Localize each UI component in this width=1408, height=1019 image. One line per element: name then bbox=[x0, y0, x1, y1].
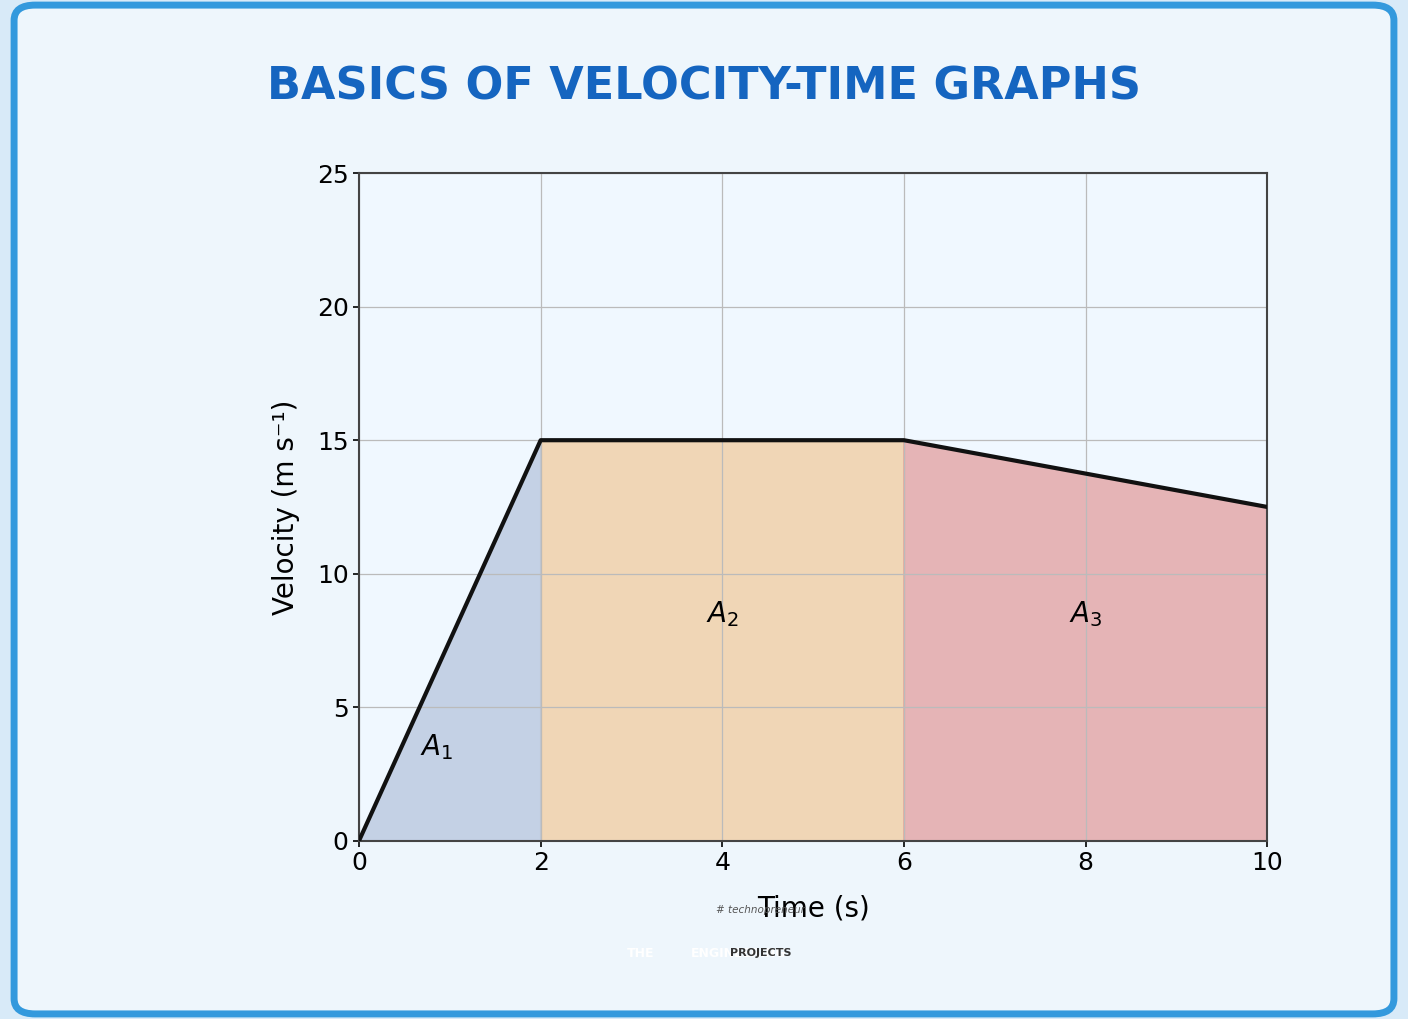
Text: BASICS OF VELOCITY-TIME GRAPHS: BASICS OF VELOCITY-TIME GRAPHS bbox=[268, 65, 1140, 108]
Text: PROJECTS: PROJECTS bbox=[729, 948, 791, 958]
Text: $A_1$: $A_1$ bbox=[420, 733, 453, 762]
Text: # technopreneur: # technopreneur bbox=[715, 905, 805, 915]
X-axis label: Time (s): Time (s) bbox=[756, 895, 870, 922]
Polygon shape bbox=[541, 440, 904, 841]
Text: $A_3$: $A_3$ bbox=[1069, 599, 1102, 629]
FancyBboxPatch shape bbox=[14, 5, 1394, 1014]
Y-axis label: Velocity (m s⁻¹): Velocity (m s⁻¹) bbox=[272, 399, 300, 614]
Polygon shape bbox=[904, 440, 1267, 841]
Text: THE: THE bbox=[627, 948, 655, 960]
Text: $A_2$: $A_2$ bbox=[705, 599, 739, 629]
Polygon shape bbox=[359, 440, 541, 841]
Text: ENGINEERING: ENGINEERING bbox=[691, 948, 787, 960]
